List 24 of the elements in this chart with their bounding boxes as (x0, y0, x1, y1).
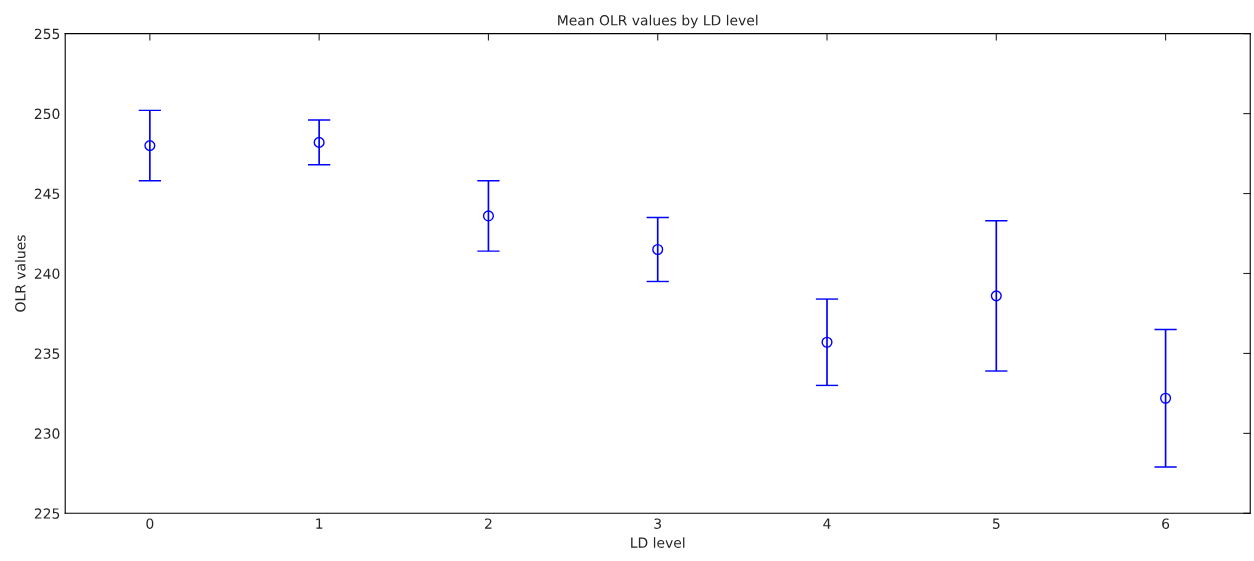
point (144, 140, 156, 152)
x-tick-label: 1 (316, 518, 323, 529)
point (313, 136, 325, 148)
x-tick-label: 2 (485, 518, 492, 529)
x-tick-label: 4 (823, 518, 831, 529)
y-tick-label: 230 (34, 428, 60, 439)
point (990, 290, 1002, 302)
x-axis-title: LD level (631, 537, 685, 548)
point (652, 243, 664, 256)
y-tick-label: 240 (34, 268, 60, 279)
y-tick-label: 225 (34, 508, 60, 519)
y-tick-label: 235 (34, 348, 60, 359)
point (1160, 392, 1172, 404)
point (821, 336, 833, 348)
x-tick-label: 3 (654, 518, 662, 529)
y-axis-title: OLR values (14, 235, 26, 312)
x-tick-label: 6 (1162, 518, 1170, 529)
point (482, 210, 494, 222)
x-tick-label: 0 (146, 518, 154, 529)
y-tick-label: 255 (34, 28, 60, 40)
y-tick-label: 245 (34, 188, 60, 200)
chart-title: Mean OLR values by LD level (558, 14, 758, 29)
y-tick-label: 250 (34, 108, 60, 120)
x-tick-label: 5 (992, 518, 1000, 529)
